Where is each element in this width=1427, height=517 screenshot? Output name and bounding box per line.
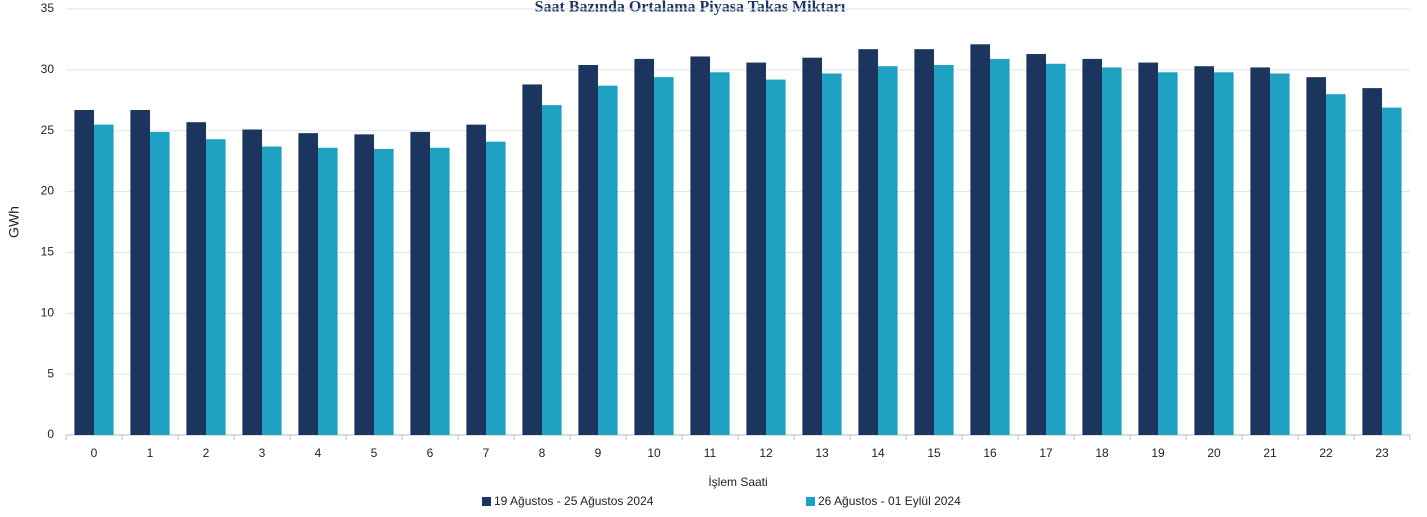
bar xyxy=(598,85,618,436)
x-tick-label: 1 xyxy=(147,446,154,460)
x-tick-label: 3 xyxy=(259,446,266,460)
bar xyxy=(466,124,486,435)
y-axis-label: GWh xyxy=(6,206,22,238)
x-tick-label: 2 xyxy=(203,446,210,460)
y-tick-label: 35 xyxy=(41,1,55,15)
bar xyxy=(802,57,822,435)
x-tick-label: 7 xyxy=(483,446,490,460)
bar xyxy=(186,122,206,436)
bar xyxy=(690,56,710,436)
bar xyxy=(542,105,562,435)
bar xyxy=(634,58,654,435)
bar xyxy=(878,66,898,435)
y-tick-label: 25 xyxy=(41,123,55,137)
x-tick-label: 6 xyxy=(427,446,434,460)
x-tick-label: 4 xyxy=(315,446,322,460)
bar xyxy=(1250,67,1270,436)
bar xyxy=(1214,72,1234,435)
bar xyxy=(1326,94,1346,435)
x-tick-label: 8 xyxy=(539,446,546,460)
bar xyxy=(990,58,1010,435)
bar xyxy=(858,49,878,436)
bar xyxy=(374,148,394,435)
bar xyxy=(74,110,94,435)
bar xyxy=(710,72,730,435)
bar xyxy=(1270,73,1290,435)
bar xyxy=(746,62,766,435)
legend-label: 26 Ağustos - 01 Eylül 2024 xyxy=(818,494,961,508)
bar xyxy=(1082,58,1102,435)
bar xyxy=(206,139,226,435)
chart-title: Saat Bazında Ortalama Piyasa Takas Mikta… xyxy=(535,0,846,16)
bar xyxy=(654,77,674,435)
y-tick-label: 5 xyxy=(47,366,54,380)
x-tick-label: 12 xyxy=(759,446,773,460)
legend-swatch xyxy=(806,497,815,506)
x-tick-label: 13 xyxy=(815,446,829,460)
bar xyxy=(150,131,170,435)
bar xyxy=(94,124,114,435)
bar xyxy=(1382,107,1402,436)
bar xyxy=(130,110,150,435)
x-tick-label: 16 xyxy=(983,446,997,460)
x-axis-label: İşlem Saati xyxy=(708,475,767,489)
x-tick-label: 9 xyxy=(595,446,602,460)
bar xyxy=(914,49,934,436)
bar xyxy=(410,131,430,435)
bar xyxy=(934,64,954,435)
bar xyxy=(1362,88,1382,435)
x-tick-label: 19 xyxy=(1151,446,1165,460)
bar xyxy=(766,79,786,435)
bar xyxy=(318,147,338,436)
x-tick-label: 18 xyxy=(1095,446,1109,460)
bar xyxy=(262,146,282,435)
y-tick-label: 15 xyxy=(41,245,55,259)
y-tick-label: 0 xyxy=(47,427,54,441)
bar xyxy=(1306,77,1326,435)
bar xyxy=(1158,72,1178,435)
bar xyxy=(430,147,450,436)
x-tick-label: 15 xyxy=(927,446,941,460)
bar xyxy=(354,134,374,435)
bar xyxy=(970,44,990,435)
bar xyxy=(1046,63,1066,436)
bar xyxy=(1026,54,1046,435)
legend-swatch xyxy=(482,497,491,506)
x-tick-label: 23 xyxy=(1375,446,1389,460)
x-tick-label: 11 xyxy=(704,446,717,460)
bar xyxy=(1138,62,1158,435)
bar xyxy=(486,141,506,435)
bar xyxy=(522,84,542,435)
x-tick-label: 5 xyxy=(371,446,378,460)
bar xyxy=(1102,67,1122,436)
legend-label: 19 Ağustos - 25 Ağustos 2024 xyxy=(494,494,654,508)
x-tick-label: 20 xyxy=(1207,446,1221,460)
y-tick-label: 30 xyxy=(41,62,55,76)
y-tick-label: 20 xyxy=(41,184,55,198)
bar xyxy=(242,129,262,436)
x-tick-label: 14 xyxy=(871,446,885,460)
x-tick-label: 10 xyxy=(647,446,661,460)
x-tick-label: 21 xyxy=(1263,446,1277,460)
x-tick-label: 0 xyxy=(91,446,98,460)
bar xyxy=(298,133,318,436)
bar xyxy=(822,73,842,435)
y-tick-label: 10 xyxy=(41,305,55,319)
x-tick-label: 17 xyxy=(1039,446,1053,460)
bar xyxy=(578,64,598,435)
x-tick-label: 22 xyxy=(1319,446,1333,460)
bar xyxy=(1194,66,1214,435)
